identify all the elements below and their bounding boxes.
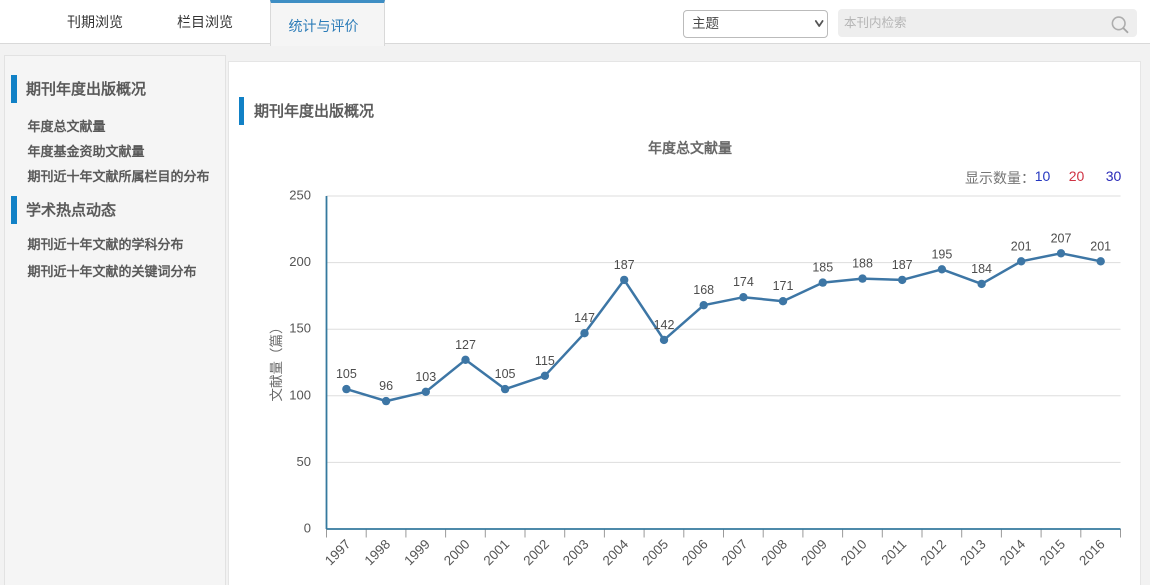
svg-text:2004: 2004 [600, 536, 632, 568]
svg-text:2002: 2002 [520, 537, 552, 569]
svg-text:250: 250 [289, 188, 311, 203]
svg-text:207: 207 [1051, 231, 1072, 245]
svg-text:103: 103 [415, 370, 436, 384]
svg-text:174: 174 [733, 275, 754, 289]
svg-text:105: 105 [495, 367, 516, 381]
svg-text:2011: 2011 [878, 537, 909, 568]
svg-text:168: 168 [693, 283, 714, 297]
svg-text:2012: 2012 [917, 537, 949, 569]
svg-text:201: 201 [1011, 239, 1032, 253]
svg-text:127: 127 [455, 338, 476, 352]
svg-text:184: 184 [971, 262, 992, 276]
svg-text:2013: 2013 [957, 537, 989, 569]
svg-text:171: 171 [773, 279, 794, 293]
svg-text:150: 150 [289, 321, 311, 336]
svg-text:2005: 2005 [639, 537, 671, 569]
svg-text:1997: 1997 [322, 537, 354, 569]
svg-text:2007: 2007 [719, 537, 751, 569]
svg-text:2010: 2010 [838, 537, 870, 569]
svg-text:2016: 2016 [1076, 537, 1108, 569]
svg-text:2006: 2006 [679, 537, 711, 569]
svg-text:115: 115 [535, 354, 555, 368]
svg-text:185: 185 [812, 261, 833, 275]
svg-text:2009: 2009 [798, 537, 830, 569]
svg-text:187: 187 [892, 258, 913, 272]
svg-text:50: 50 [297, 454, 311, 469]
svg-text:105: 105 [336, 367, 357, 381]
svg-text:2014: 2014 [997, 536, 1029, 568]
svg-text:2008: 2008 [758, 537, 790, 569]
svg-text:100: 100 [289, 387, 311, 402]
svg-text:147: 147 [574, 311, 595, 325]
svg-text:2003: 2003 [560, 537, 592, 569]
svg-text:142: 142 [654, 318, 675, 332]
svg-text:201: 201 [1090, 239, 1111, 253]
svg-text:0: 0 [304, 521, 311, 536]
svg-text:1999: 1999 [401, 537, 433, 569]
svg-text:200: 200 [289, 254, 311, 269]
svg-text:195: 195 [931, 247, 952, 261]
svg-text:187: 187 [614, 258, 635, 272]
svg-text:2000: 2000 [441, 537, 473, 569]
svg-text:1998: 1998 [362, 537, 394, 569]
svg-text:文献量（篇）: 文献量（篇） [269, 321, 284, 402]
svg-text:2015: 2015 [1036, 537, 1068, 569]
svg-text:188: 188 [852, 257, 873, 271]
svg-text:2001: 2001 [481, 537, 513, 569]
svg-text:96: 96 [379, 379, 393, 393]
